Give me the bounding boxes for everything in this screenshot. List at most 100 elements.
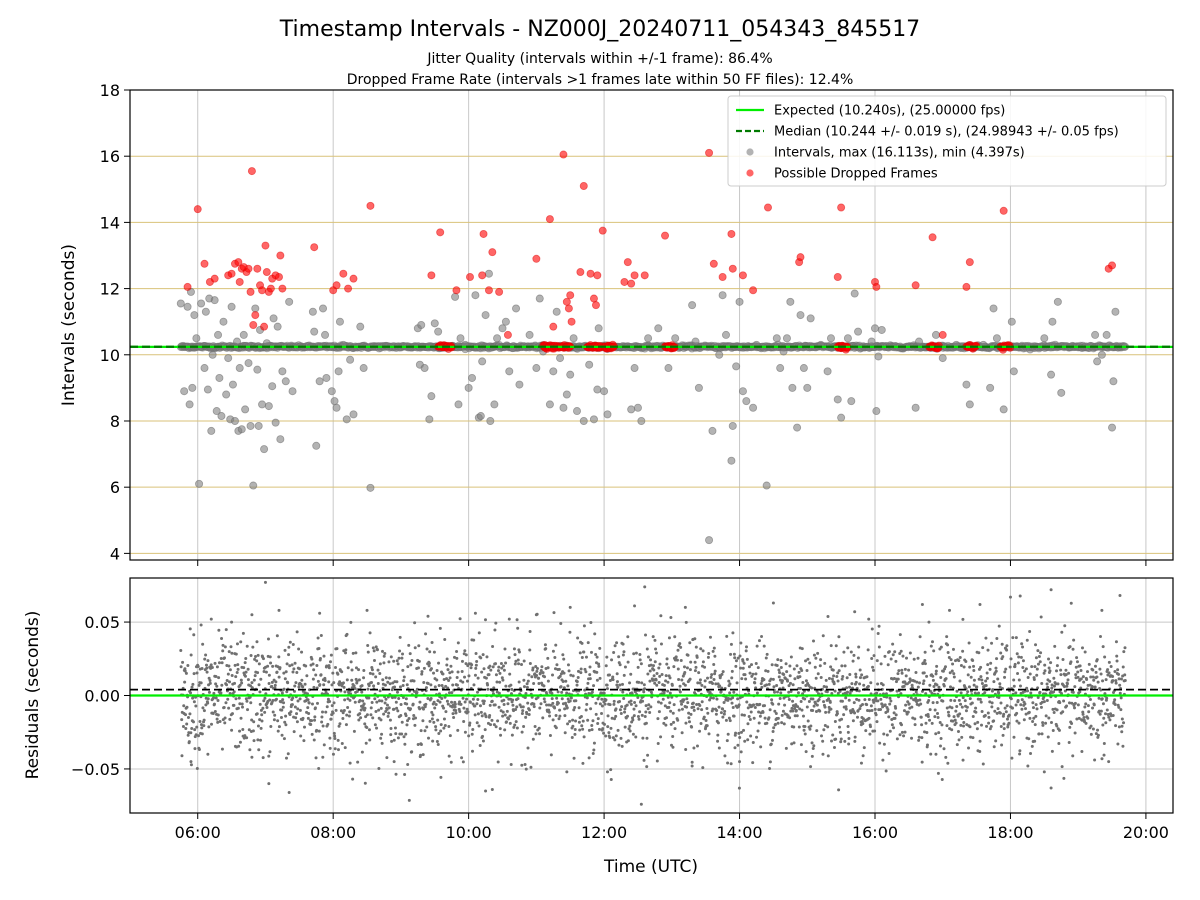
residual-point <box>216 720 220 724</box>
residual-point <box>549 753 553 757</box>
residual-point <box>291 696 295 700</box>
residual-point <box>687 716 691 720</box>
residual-point <box>393 685 397 689</box>
residual-point <box>388 682 392 686</box>
residual-point <box>990 705 994 709</box>
residual-point <box>598 676 602 680</box>
residual-point <box>498 680 502 684</box>
residual-point <box>322 683 326 687</box>
residual-point <box>421 753 425 757</box>
residual-point <box>1018 684 1022 688</box>
residual-point <box>336 738 340 742</box>
residual-point <box>352 684 356 688</box>
residual-point <box>751 741 755 745</box>
residual-point <box>1091 706 1095 710</box>
residual-point <box>1001 655 1005 659</box>
residual-point <box>566 697 570 701</box>
residual-point <box>922 671 926 675</box>
residual-point <box>836 691 840 695</box>
residual-point <box>1096 733 1100 737</box>
residual-point <box>277 608 281 612</box>
residual-point <box>711 707 715 711</box>
residual-point <box>665 657 669 661</box>
residual-point <box>189 760 193 764</box>
residual-point <box>632 707 636 711</box>
residual-point <box>327 680 331 684</box>
residual-point <box>1032 716 1036 720</box>
residual-point <box>853 711 857 715</box>
residual-point <box>909 696 913 700</box>
residual-point <box>553 655 557 659</box>
dropped-frame-point <box>549 322 558 331</box>
residual-point <box>520 712 524 716</box>
residual-point <box>184 671 188 675</box>
residual-point <box>818 709 822 713</box>
residual-point <box>1031 701 1035 705</box>
residual-point <box>1036 686 1040 690</box>
residual-point <box>432 671 436 675</box>
residual-point <box>237 744 241 748</box>
residual-point <box>902 684 906 688</box>
residual-point <box>429 697 433 701</box>
interval-point <box>776 364 785 373</box>
residual-point <box>494 725 498 729</box>
residual-point <box>274 697 278 701</box>
residual-point <box>809 724 813 728</box>
dropped-frame-point <box>620 277 629 286</box>
residual-point <box>623 725 627 729</box>
residual-point <box>608 703 612 707</box>
residual-point <box>974 710 978 714</box>
residual-point <box>370 681 374 685</box>
residual-point <box>620 682 624 686</box>
interval-point <box>188 383 197 392</box>
residual-point <box>315 728 319 732</box>
residual-point <box>1049 588 1053 592</box>
residual-point <box>926 715 930 719</box>
residual-point <box>763 704 767 708</box>
residual-point <box>450 700 454 704</box>
residual-point <box>904 703 908 707</box>
residual-point <box>920 723 924 727</box>
residual-point <box>297 647 301 651</box>
interval-point <box>799 364 808 373</box>
residual-point <box>413 621 417 625</box>
residual-point <box>588 673 592 677</box>
residual-point <box>474 666 478 670</box>
residual-point <box>933 715 937 719</box>
residual-point <box>900 671 904 675</box>
residual-point <box>1024 712 1028 716</box>
axes-frame <box>129 89 1174 561</box>
residual-point <box>271 698 275 702</box>
residual-point <box>1089 675 1093 679</box>
residual-point <box>986 663 990 667</box>
residual-point <box>461 696 465 700</box>
residual-point <box>273 683 277 687</box>
residual-point <box>209 663 213 667</box>
residual-point <box>348 710 352 714</box>
residual-point <box>380 732 384 736</box>
residual-point <box>1107 660 1111 664</box>
residual-point <box>589 620 593 624</box>
residual-point <box>360 750 364 754</box>
residual-point <box>698 729 702 733</box>
dropped-frame-point <box>965 258 974 267</box>
residual-point <box>306 716 310 720</box>
residual-point <box>955 689 959 693</box>
residual-point <box>942 747 946 751</box>
residual-point <box>541 716 545 720</box>
residual-point <box>197 683 201 687</box>
residual-point <box>551 718 555 722</box>
residual-point <box>1055 669 1059 673</box>
residual-point <box>628 729 632 733</box>
residual-point <box>824 678 828 682</box>
residual-point <box>656 717 660 721</box>
residual-point <box>851 719 855 723</box>
residual-point <box>1114 640 1118 644</box>
residual-point <box>750 663 754 667</box>
residual-point <box>935 683 939 687</box>
residual-point <box>800 669 804 673</box>
residual-point <box>636 696 640 700</box>
residual-point <box>596 722 600 726</box>
interval-point <box>992 334 1001 343</box>
residual-point <box>782 672 786 676</box>
